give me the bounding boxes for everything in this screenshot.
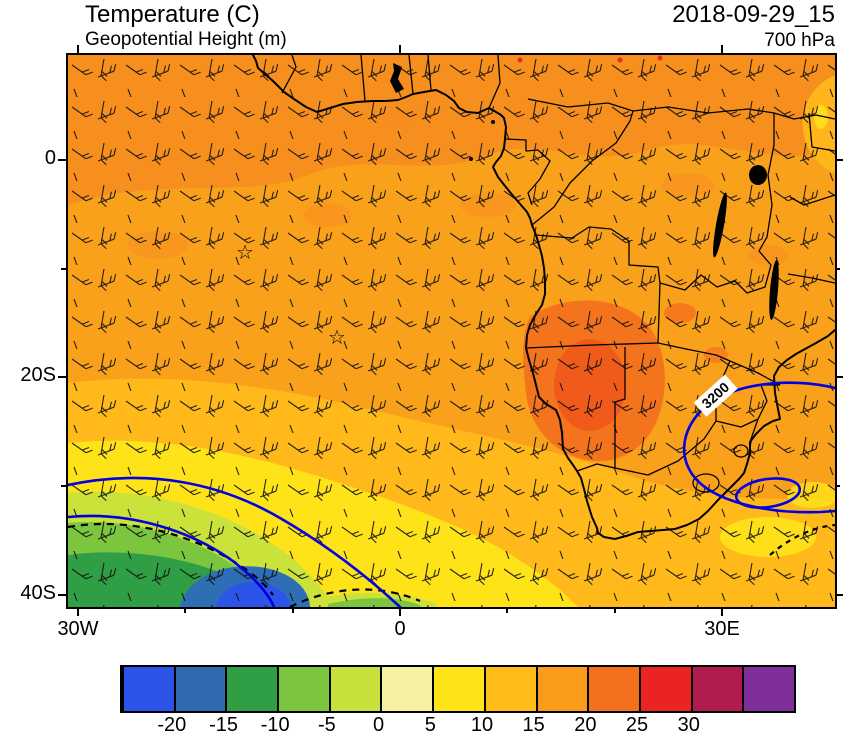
colorbar-labels: -20 -15 -10 -5 0 5 10 15 20 25 30 — [146, 714, 715, 737]
colorbar-label: 25 — [625, 714, 649, 736]
colorbar-box — [638, 667, 691, 711]
colorbar-label: -20 — [157, 714, 187, 736]
axis-tick — [184, 608, 186, 613]
axis-tick — [399, 608, 401, 616]
colorbar-box — [535, 667, 588, 711]
axis-tick — [835, 485, 840, 487]
colorbar-box — [277, 667, 329, 711]
axis-tick — [721, 608, 723, 616]
y-axis-label-40s: 40S — [20, 582, 56, 604]
axis-tick — [61, 268, 66, 270]
colorbar-box — [173, 667, 226, 711]
axis-tick — [399, 45, 401, 53]
axis-tick — [77, 608, 79, 616]
colorbar-box — [483, 667, 536, 711]
colorbar-box — [328, 667, 381, 711]
colorbar-label: -10 — [260, 714, 290, 736]
axis-tick — [506, 608, 508, 613]
colorbar-label: 0 — [373, 714, 385, 736]
colorbar-label: 15 — [522, 714, 545, 736]
colorbar-label: -15 — [209, 714, 238, 736]
colorbar-label: 10 — [470, 714, 494, 736]
axis-tick — [835, 376, 843, 378]
valid-datetime: 2018-09-29_15 — [672, 1, 835, 28]
dashed-contours — [68, 522, 835, 607]
axis-tick — [58, 594, 66, 596]
pressure-level: 700 hPa — [764, 30, 835, 51]
axis-tick — [61, 485, 66, 487]
geopotential-contours — [68, 381, 835, 607]
x-axis-label-0: 0 — [394, 618, 406, 640]
axis-tick — [835, 268, 840, 270]
y-axis-label-0: 0 — [44, 147, 56, 169]
map-canvas: 3200 ☆ ☆ — [68, 55, 835, 607]
colorbar-box — [587, 667, 639, 711]
wind-barbs-layer — [68, 55, 835, 607]
axis-tick — [614, 608, 616, 613]
colorbar-box — [122, 667, 174, 711]
colorbar-label: -5 — [318, 714, 336, 736]
colorbar-box — [432, 667, 484, 711]
y-axis-label-20s: 20S — [20, 364, 56, 386]
colorbar-box — [690, 667, 743, 711]
axis-tick — [721, 45, 723, 53]
star-marker-icon: ☆ — [236, 240, 254, 264]
colorbar-box — [225, 667, 278, 711]
x-axis-label-30w: 30W — [57, 618, 99, 640]
colorbar — [120, 665, 796, 713]
axis-tick — [77, 45, 79, 53]
axis-tick — [58, 159, 66, 161]
x-axis-label-30e: 30E — [704, 618, 740, 640]
axis-tick — [292, 608, 294, 613]
axis-tick — [835, 594, 843, 596]
axis-tick — [58, 376, 66, 378]
star-marker-icon: ☆ — [328, 325, 346, 349]
colorbar-label: 30 — [677, 714, 700, 736]
colorbar-box — [742, 667, 794, 711]
coastline-layer — [252, 55, 835, 540]
page-subtitle: Geopotential Height (m) — [85, 29, 287, 50]
map-frame: 3200 ☆ ☆ — [66, 53, 837, 609]
colorbar-label: 5 — [424, 714, 436, 736]
page-title: Temperature (C) — [85, 1, 260, 28]
lakes-layer — [390, 63, 779, 320]
colorbar-box — [380, 667, 433, 711]
axis-tick — [835, 159, 843, 161]
colorbar-label: 20 — [574, 714, 597, 736]
country-borders-layer — [281, 55, 835, 493]
